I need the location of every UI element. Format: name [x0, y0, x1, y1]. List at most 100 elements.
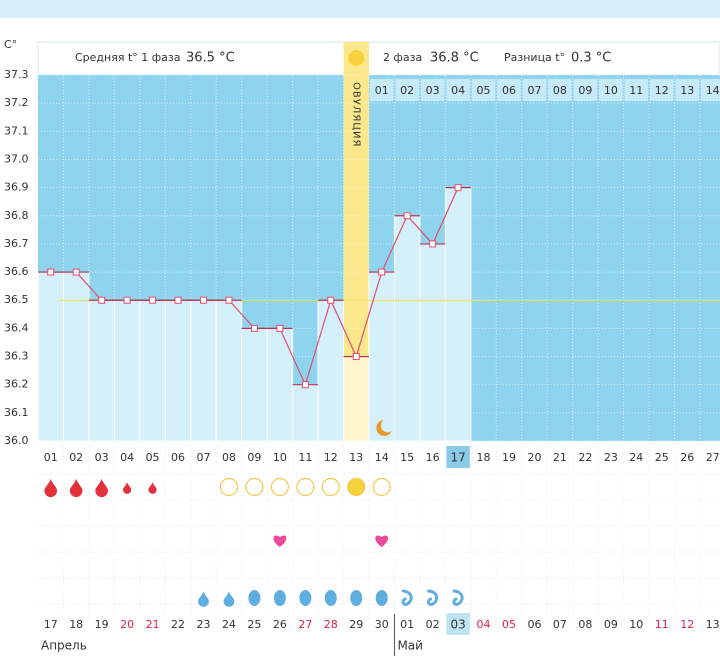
diff-value: 0.3 °C: [571, 51, 611, 66]
x-tick-label: 16: [426, 451, 440, 464]
point: [454, 184, 462, 192]
date-label: 17: [44, 618, 58, 631]
x-tick-label: 15: [400, 451, 414, 464]
date-label: 23: [196, 618, 210, 631]
bleeding-icon: [148, 482, 157, 494]
date-label: 28: [324, 618, 338, 631]
date-label: 24: [222, 618, 236, 631]
y-tick-label: 36.2: [4, 378, 29, 391]
point: [276, 324, 284, 332]
x-tick-label: 01: [44, 451, 58, 464]
x-tick-label: 22: [578, 451, 592, 464]
phase2-day-cell: [497, 79, 521, 101]
x-tick-label: 04: [120, 451, 134, 464]
date-label: 05: [502, 618, 516, 631]
month-label: Май: [397, 639, 423, 653]
mucus-icon: [375, 590, 388, 606]
x-tick-label: 24: [629, 451, 643, 464]
phase2-avg: 36.8 °C: [430, 51, 479, 66]
date-label: 30: [375, 618, 389, 631]
date-label: 08: [578, 618, 592, 631]
temperature-bar: [444, 187, 472, 442]
point: [225, 296, 233, 304]
phase2-day-cell: [446, 79, 470, 101]
phase2-day: 04: [451, 84, 465, 97]
temperature-bar: [393, 215, 421, 442]
x-tick-label: 19: [502, 451, 516, 464]
date-label: 11: [655, 618, 669, 631]
top-band: [0, 0, 720, 18]
date-label: 22: [171, 618, 185, 631]
point: [378, 268, 386, 276]
x-tick-label: 17: [450, 451, 465, 465]
point: [123, 296, 131, 304]
x-tick-label: 13: [349, 451, 363, 464]
point: [352, 353, 360, 361]
point: [174, 296, 182, 304]
y-tick-label: 36.9: [4, 181, 29, 194]
bleeding-icon: [69, 478, 83, 498]
date-label: 12: [680, 618, 694, 631]
x-tick-label: 21: [553, 451, 567, 464]
x-tick-label: 08: [222, 451, 236, 464]
y-tick-label: 37.2: [4, 96, 29, 109]
phase2-day: 08: [553, 84, 567, 97]
point: [72, 268, 80, 276]
phase2-day-cell: [700, 79, 720, 101]
phase2-day: 11: [629, 84, 643, 97]
date-label: 20: [120, 618, 134, 631]
phase2-day-cell: [650, 79, 674, 101]
temperature-bar: [419, 243, 446, 442]
temperature-bar: [368, 271, 395, 442]
phase2-day-cell: [471, 79, 496, 101]
phase2-day: 13: [680, 84, 694, 97]
bleeding-icon: [95, 478, 109, 498]
phase2-day-cell: [675, 79, 699, 101]
x-tick-label: 10: [273, 451, 287, 464]
ovulation-test: [372, 477, 391, 497]
mucus-icon: [426, 589, 439, 606]
x-tick-label: 06: [171, 451, 185, 464]
phase2-day: 07: [527, 84, 541, 97]
point: [199, 296, 207, 304]
temperature-bar: [62, 271, 90, 442]
point: [403, 212, 411, 220]
phase2-day: 10: [604, 84, 618, 97]
temperature-bar: [343, 356, 370, 442]
point: [98, 296, 106, 304]
x-tick-label: 18: [477, 451, 491, 464]
mucus-icon: [223, 591, 235, 607]
date-label: 09: [604, 618, 618, 631]
y-tick-label: 37.1: [4, 124, 29, 137]
date-label: 25: [247, 618, 261, 631]
mucus-icon: [299, 590, 312, 606]
today-cell: [446, 613, 470, 635]
mucus-icon: [324, 590, 337, 606]
date-label: 01: [400, 618, 414, 631]
temperature-bar: [266, 327, 294, 442]
intercourse-icon: [273, 535, 287, 547]
y-tick-label: 36.6: [4, 265, 29, 278]
intercourse-icon: [375, 535, 389, 547]
ovulation-icon: [348, 50, 365, 66]
x-tick-label: 20: [527, 451, 541, 464]
date-label: 03: [450, 618, 465, 632]
temperature-bar: [37, 271, 64, 442]
date-label: 27: [298, 618, 312, 631]
x-tick-label: 25: [655, 451, 669, 464]
y-tick-label: 36.7: [4, 237, 29, 250]
ovulation-test: [321, 477, 340, 497]
temperature-bar: [113, 299, 141, 442]
phase2-day: 05: [477, 84, 491, 97]
date-label: 10: [629, 618, 643, 631]
date-label: 06: [527, 618, 541, 631]
date-label: 13: [706, 618, 720, 631]
temperature-bar: [215, 299, 243, 442]
ovulation-test: [270, 477, 289, 497]
x-tick-label: 05: [146, 451, 160, 464]
point: [149, 296, 157, 304]
point: [250, 324, 258, 332]
phase2-day-cell: [420, 79, 445, 101]
y-tick-label: 36.4: [4, 321, 29, 334]
temperature-bar: [139, 299, 166, 442]
